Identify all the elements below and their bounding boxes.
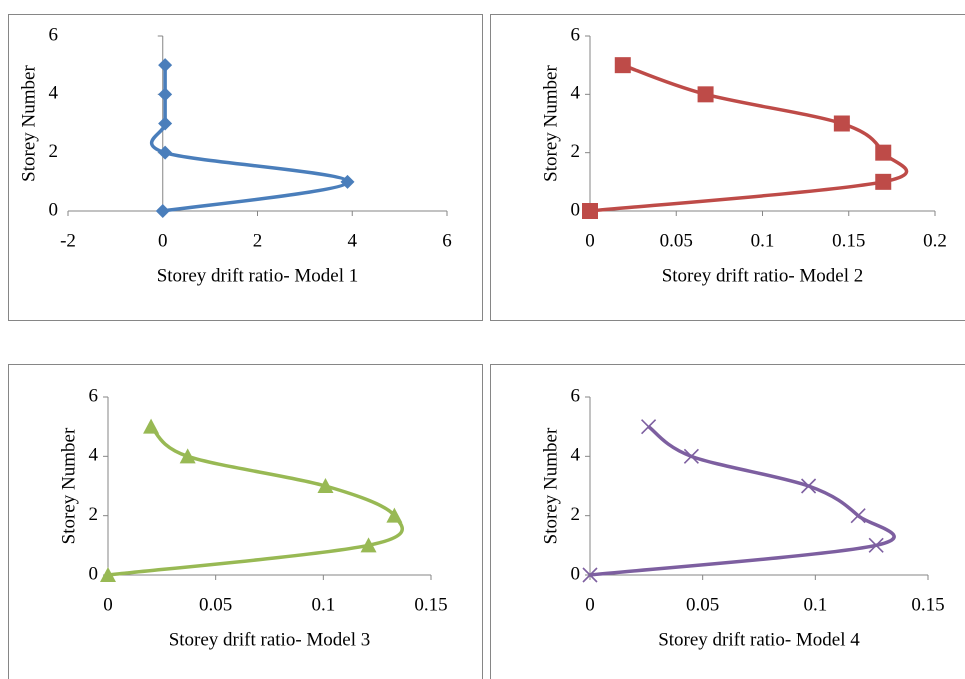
y-axis-title: Storey Number	[58, 427, 79, 544]
marker	[386, 507, 403, 523]
x-axis-title: Storey drift ratio- Model 1	[157, 265, 359, 286]
y-tick-label: 4	[571, 445, 581, 466]
y-tick-label: 0	[571, 199, 581, 220]
y-tick-label: 0	[49, 199, 59, 220]
x-tick-label: 0.05	[199, 594, 232, 615]
x-tick-label: 0.15	[414, 594, 447, 615]
x-tick-label: 0	[158, 230, 168, 251]
x-tick-label: 6	[442, 230, 452, 251]
panel-border	[8, 14, 483, 321]
panel-border	[490, 364, 965, 679]
chart-panel: 0 2 4 6 0 0.05 0.1 0.15 0.2 Storey drift ratio- M…	[490, 14, 965, 321]
x-tick-label: 0	[585, 230, 595, 251]
y-tick-label: 6	[571, 24, 581, 45]
x-axis-title: Storey drift ratio- Model 4	[658, 629, 860, 650]
x-axis-title: Storey drift ratio- Model 2	[662, 265, 864, 286]
x-tick-label: 0	[103, 594, 113, 615]
x-tick-label: 0.15	[911, 594, 944, 615]
x-axis-title: Storey drift ratio- Model 3	[169, 629, 371, 650]
y-tick-label: 6	[571, 385, 581, 406]
panel-border	[490, 14, 965, 321]
marker	[614, 57, 631, 74]
y-tick-label: 4	[571, 83, 581, 104]
marker	[158, 58, 173, 73]
marker	[875, 144, 892, 161]
marker	[582, 203, 598, 219]
x-tick-label: -2	[60, 230, 76, 251]
x-tick-label: 0.1	[751, 230, 775, 251]
marker	[158, 116, 173, 131]
marker	[179, 448, 196, 464]
marker	[641, 419, 657, 435]
y-tick-label: 2	[571, 141, 581, 162]
marker	[801, 478, 817, 494]
x-tick-label: 0.05	[660, 230, 693, 251]
marker	[158, 145, 173, 160]
x-tick-label: 0.15	[832, 230, 865, 251]
marker	[875, 173, 892, 190]
chart-panel: 0 2 4 6 0 0.05 0.1 0.15 Storey drift ratio- Mode…	[490, 364, 965, 679]
marker	[582, 567, 598, 583]
y-tick-label: 4	[49, 83, 59, 104]
marker	[317, 478, 334, 493]
y-tick-label: 2	[49, 141, 59, 162]
x-tick-label: 2	[253, 230, 263, 251]
marker	[360, 537, 377, 553]
marker	[868, 537, 884, 553]
marker	[683, 448, 699, 464]
marker	[100, 567, 116, 582]
y-axis-title: Storey Number	[18, 65, 39, 182]
x-tick-label: 0	[585, 594, 595, 615]
marker	[850, 508, 866, 524]
panel-border	[8, 364, 483, 679]
y-tick-label: 0	[89, 563, 99, 584]
x-tick-label: 0.05	[686, 594, 719, 615]
x-tick-label: 0.1	[803, 594, 827, 615]
x-tick-label: 4	[348, 230, 358, 251]
y-tick-label: 2	[89, 504, 99, 525]
marker	[340, 174, 355, 189]
marker	[155, 204, 170, 218]
y-tick-label: 6	[89, 385, 99, 406]
marker	[697, 86, 714, 103]
chart-panel: 0 2 4 6 0 0.05 0.1 0.15 Storey drift ratio- Mode…	[8, 364, 483, 679]
x-tick-label: 0.2	[923, 230, 947, 251]
marker	[143, 418, 160, 434]
y-tick-label: 4	[89, 445, 99, 466]
x-tick-label: 0.1	[311, 594, 335, 615]
y-tick-label: 0	[571, 563, 581, 584]
y-axis-title: Storey Number	[540, 65, 561, 182]
y-tick-label: 2	[571, 504, 581, 525]
y-axis-title: Storey Number	[540, 427, 561, 544]
y-tick-label: 6	[49, 24, 59, 45]
marker	[833, 115, 850, 132]
marker	[158, 87, 173, 102]
